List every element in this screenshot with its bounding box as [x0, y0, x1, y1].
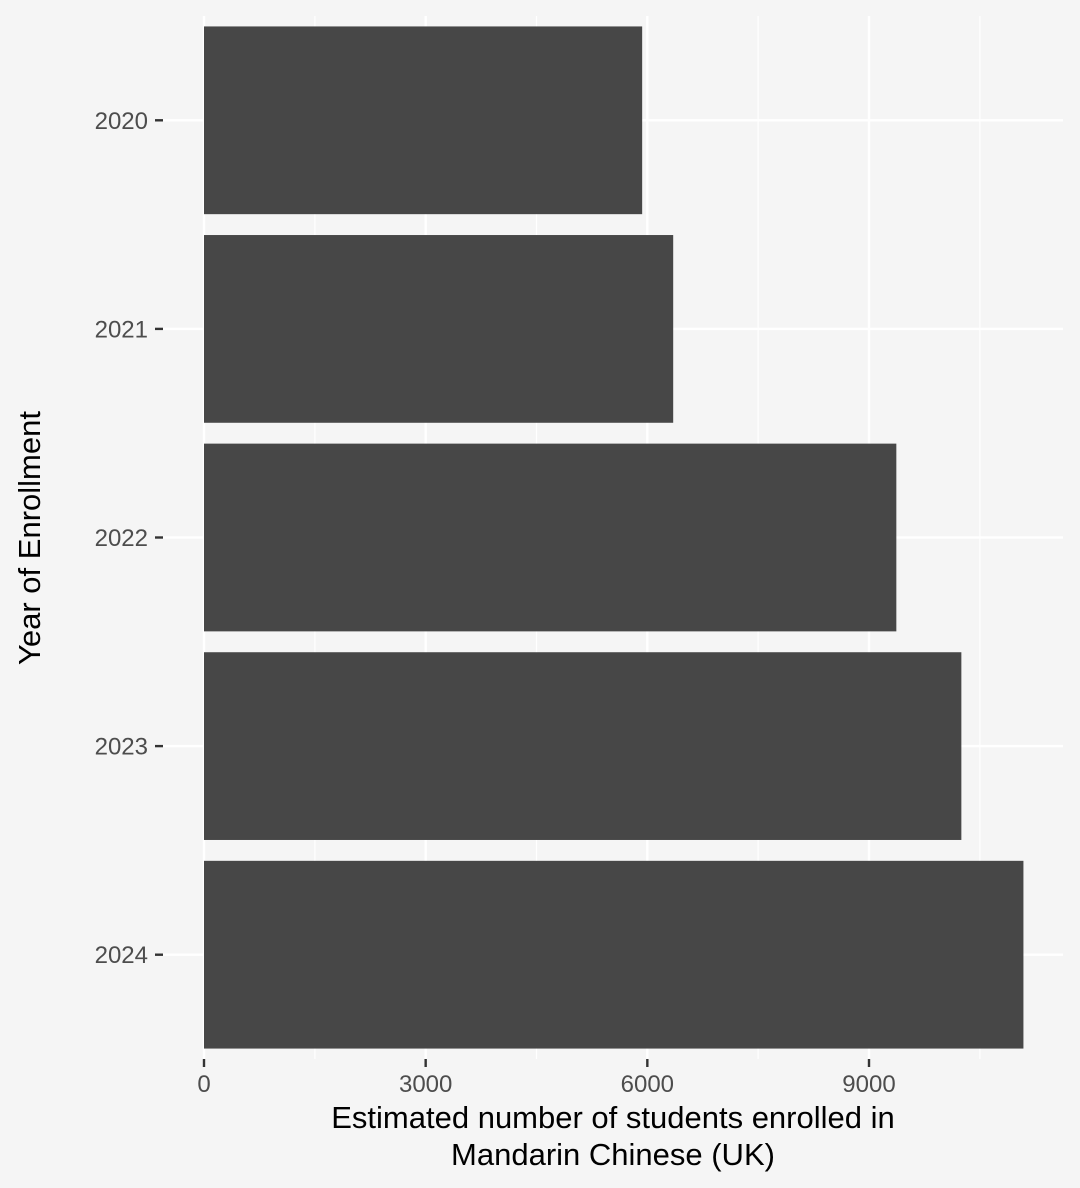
bar-2022 [204, 443, 897, 632]
bar-2020 [204, 26, 643, 215]
x-tick-label: 6000 [621, 1071, 674, 1098]
x-tick-label: 3000 [399, 1071, 452, 1098]
x-tick-label: 0 [197, 1071, 210, 1098]
y-tick-label: 2022 [95, 525, 148, 552]
y-tick-label: 2023 [95, 734, 148, 761]
bar-2021 [204, 235, 674, 423]
y-axis-ticks: 2020 2021 2022 2023 2024 [95, 108, 163, 969]
x-axis-title-line-1: Estimated number of students enrolled in [331, 1100, 894, 1135]
x-axis-ticks: 0 3000 6000 9000 [197, 1059, 896, 1098]
bar-2024 [204, 860, 1024, 1049]
x-tick-label: 9000 [842, 1071, 895, 1098]
bars [204, 26, 1024, 1049]
x-axis-title-line-2: Mandarin Chinese (UK) [451, 1137, 775, 1172]
bar-2023 [204, 652, 962, 840]
y-tick-label: 2021 [95, 316, 148, 343]
y-tick-label: 2020 [95, 108, 148, 135]
y-axis-title: Year of Enrollment [12, 411, 47, 665]
y-tick-label: 2024 [95, 942, 148, 969]
